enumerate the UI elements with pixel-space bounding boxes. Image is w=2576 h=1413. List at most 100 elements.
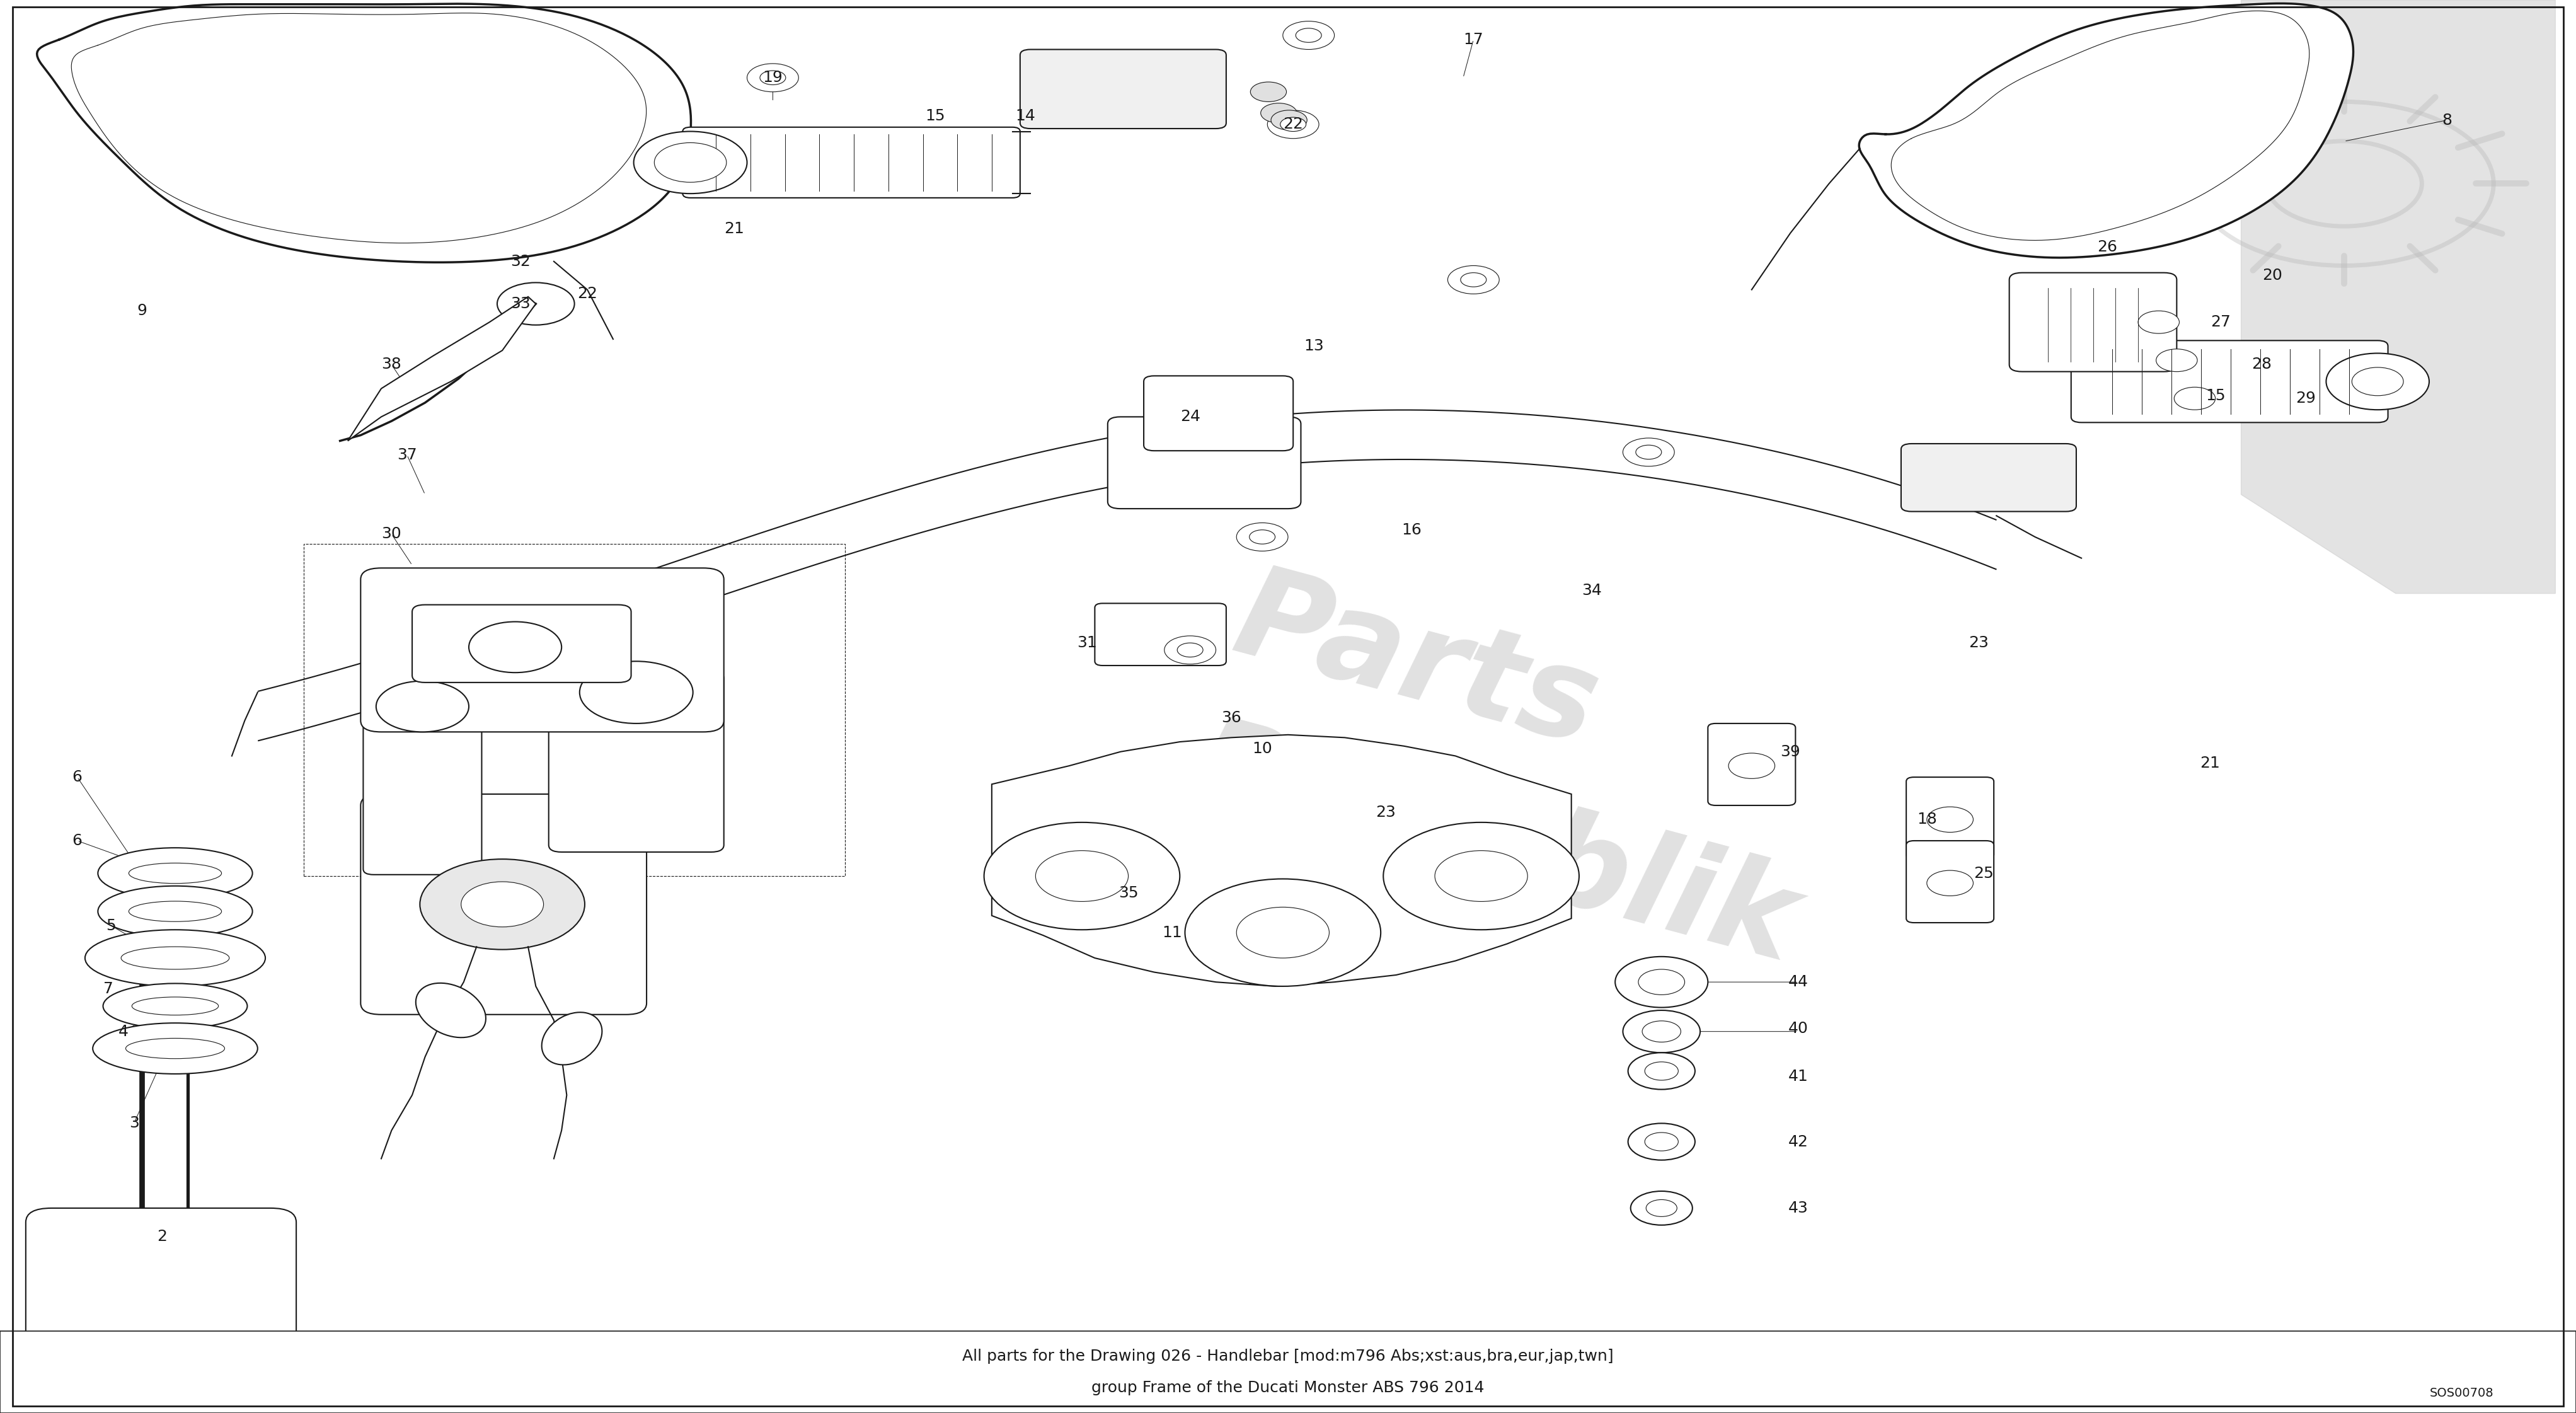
Text: 12: 12	[762, 1347, 783, 1361]
Text: 23: 23	[1968, 636, 1989, 650]
Circle shape	[1638, 969, 1685, 995]
Text: 15: 15	[2205, 389, 2226, 403]
Circle shape	[1236, 907, 1329, 958]
Circle shape	[1631, 1191, 1692, 1225]
Ellipse shape	[121, 947, 229, 969]
Text: 37: 37	[397, 448, 417, 462]
Text: 10: 10	[1252, 742, 1273, 756]
Ellipse shape	[126, 1039, 224, 1058]
Circle shape	[469, 622, 562, 673]
Text: 21: 21	[724, 222, 744, 236]
Circle shape	[2174, 387, 2215, 410]
Circle shape	[634, 131, 747, 194]
FancyBboxPatch shape	[361, 794, 647, 1015]
Circle shape	[1435, 851, 1528, 901]
Circle shape	[1296, 28, 1321, 42]
Circle shape	[376, 681, 469, 732]
Ellipse shape	[85, 930, 265, 986]
Text: 11: 11	[1162, 926, 1182, 940]
Circle shape	[580, 661, 693, 723]
Text: 15: 15	[925, 109, 945, 123]
Circle shape	[1628, 1123, 1695, 1160]
Text: All parts for the Drawing 026 - Handlebar [mod:m796 Abs;xst:aus,bra,eur,jap,twn]: All parts for the Drawing 026 - Handleba…	[963, 1349, 1613, 1364]
Circle shape	[760, 71, 786, 85]
Text: 13: 13	[1303, 339, 1324, 353]
Circle shape	[497, 283, 574, 325]
FancyBboxPatch shape	[1020, 49, 1226, 129]
Text: 24: 24	[1180, 410, 1200, 424]
FancyBboxPatch shape	[1906, 777, 1994, 859]
Ellipse shape	[93, 1023, 258, 1074]
Ellipse shape	[98, 848, 252, 899]
Ellipse shape	[541, 1012, 603, 1065]
Text: group Frame of the Ducati Monster ABS 796 2014: group Frame of the Ducati Monster ABS 79…	[1092, 1381, 1484, 1395]
Text: 2: 2	[157, 1229, 167, 1243]
Text: Republik: Republik	[1177, 708, 1811, 988]
Text: 28: 28	[2251, 357, 2272, 372]
Circle shape	[2138, 311, 2179, 333]
Text: 41: 41	[1788, 1070, 1808, 1084]
FancyBboxPatch shape	[1108, 417, 1301, 509]
FancyBboxPatch shape	[26, 1208, 296, 1406]
Circle shape	[1623, 438, 1674, 466]
FancyBboxPatch shape	[683, 127, 1020, 198]
Text: 39: 39	[1780, 745, 1801, 759]
Text: 25: 25	[1973, 866, 1994, 880]
Circle shape	[1383, 822, 1579, 930]
FancyBboxPatch shape	[1906, 841, 1994, 923]
Circle shape	[1628, 1053, 1695, 1089]
Circle shape	[1283, 21, 1334, 49]
Text: 35: 35	[1118, 886, 1139, 900]
Text: 21: 21	[2200, 756, 2221, 770]
Text: 29: 29	[2295, 391, 2316, 406]
Circle shape	[1448, 266, 1499, 294]
Text: 42: 42	[1788, 1135, 1808, 1149]
Text: 31: 31	[1077, 636, 1097, 650]
FancyBboxPatch shape	[1901, 444, 2076, 512]
Circle shape	[1643, 1133, 1680, 1150]
Text: 33: 33	[510, 297, 531, 311]
Circle shape	[1236, 523, 1288, 551]
Text: 34: 34	[1582, 584, 1602, 598]
Circle shape	[1927, 807, 1973, 832]
Text: 16: 16	[1401, 523, 1422, 537]
Text: 6: 6	[72, 770, 82, 784]
Circle shape	[1249, 530, 1275, 544]
Circle shape	[1270, 110, 1306, 130]
Circle shape	[1461, 273, 1486, 287]
Polygon shape	[36, 4, 690, 263]
Bar	[0, 1331, 2576, 1413]
Text: 26: 26	[2097, 240, 2117, 254]
Circle shape	[1615, 957, 1708, 1007]
Text: 7: 7	[994, 1361, 1005, 1375]
FancyBboxPatch shape	[2071, 341, 2388, 422]
Text: 8: 8	[2442, 113, 2452, 127]
Circle shape	[1185, 879, 1381, 986]
FancyBboxPatch shape	[1708, 723, 1795, 805]
Circle shape	[1643, 1020, 1680, 1041]
Text: Parts: Parts	[1224, 557, 1610, 771]
Polygon shape	[992, 735, 1571, 986]
Text: 6: 6	[72, 834, 82, 848]
Circle shape	[747, 64, 799, 92]
FancyBboxPatch shape	[549, 671, 724, 852]
Ellipse shape	[98, 886, 252, 937]
Circle shape	[1036, 851, 1128, 901]
Text: SOS00708: SOS00708	[2429, 1388, 2494, 1399]
Ellipse shape	[129, 863, 222, 883]
Circle shape	[1164, 636, 1216, 664]
Text: 38: 38	[381, 357, 402, 372]
Text: 22: 22	[1283, 117, 1303, 131]
Ellipse shape	[129, 901, 222, 921]
Circle shape	[984, 822, 1180, 930]
Text: 27: 27	[2210, 315, 2231, 329]
Polygon shape	[1860, 3, 2354, 257]
Circle shape	[2156, 349, 2197, 372]
Text: 20: 20	[2262, 268, 2282, 283]
Circle shape	[1623, 1010, 1700, 1053]
Text: 17: 17	[1463, 32, 1484, 47]
Text: 1: 1	[183, 1341, 193, 1355]
Polygon shape	[348, 297, 536, 441]
Text: 4: 4	[118, 1024, 129, 1039]
Text: 5: 5	[562, 1349, 572, 1364]
